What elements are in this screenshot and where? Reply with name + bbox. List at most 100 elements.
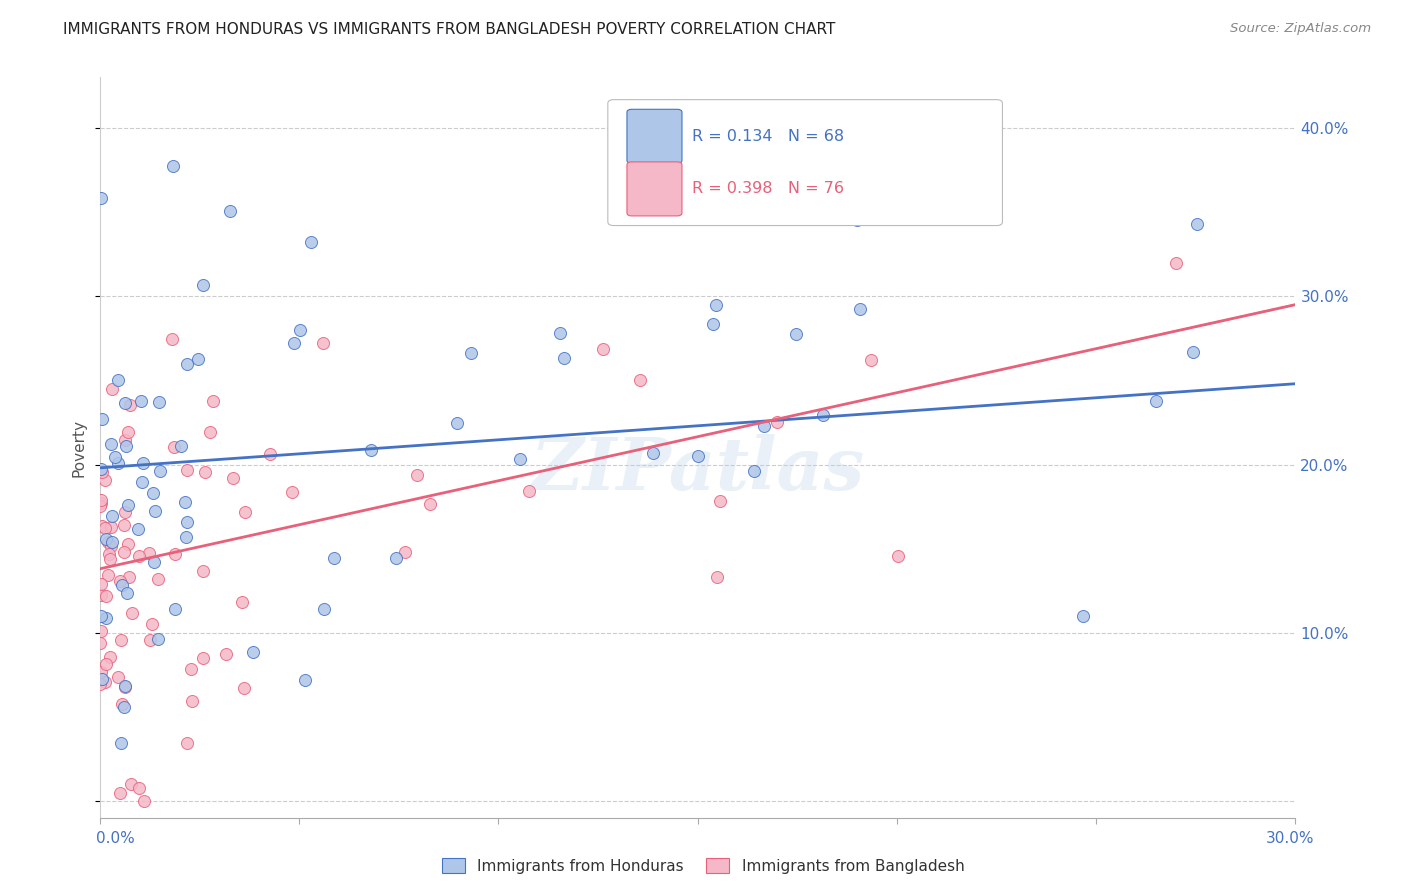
Point	[98, 650, 121, 665]
Point	[114, 699, 136, 714]
Point	[180, 694, 202, 708]
Point	[766, 163, 789, 178]
Point	[322, 550, 344, 565]
Point	[143, 504, 166, 518]
Point	[142, 486, 165, 500]
Point	[785, 327, 807, 342]
Point	[114, 679, 136, 693]
Point	[314, 602, 336, 616]
Point	[176, 736, 198, 750]
Point	[89, 636, 111, 650]
Point	[94, 589, 117, 603]
Point	[860, 352, 883, 367]
Point	[194, 465, 217, 479]
Point	[446, 417, 468, 431]
Point	[165, 547, 187, 561]
Text: Source: ZipAtlas.com: Source: ZipAtlas.com	[1230, 22, 1371, 36]
Point	[90, 411, 112, 425]
Point	[517, 483, 540, 498]
Point	[259, 447, 281, 461]
Point	[706, 196, 728, 211]
Legend: Immigrants from Honduras, Immigrants from Bangladesh: Immigrants from Honduras, Immigrants fro…	[436, 852, 970, 880]
Point	[460, 346, 482, 360]
Point	[114, 396, 136, 410]
Point	[702, 317, 724, 331]
Point	[553, 351, 575, 365]
Point	[146, 572, 169, 586]
Point	[94, 521, 117, 535]
Point	[283, 336, 305, 351]
Point	[142, 555, 165, 569]
Point	[706, 570, 728, 584]
Point	[1181, 344, 1204, 359]
Point	[127, 522, 149, 536]
Point	[110, 632, 132, 647]
Point	[360, 442, 382, 457]
Point	[107, 374, 129, 388]
Point	[111, 578, 134, 592]
Point	[91, 673, 114, 687]
Text: R = 0.134   N = 68: R = 0.134 N = 68	[692, 128, 844, 144]
Point	[121, 606, 143, 620]
Point	[688, 449, 710, 463]
Point	[160, 332, 183, 346]
Point	[813, 408, 835, 422]
Point	[112, 545, 135, 559]
Point	[115, 439, 138, 453]
Point	[94, 473, 117, 487]
Point	[176, 516, 198, 530]
Point	[114, 505, 136, 519]
Point	[288, 323, 311, 337]
Point	[90, 665, 112, 679]
Point	[110, 735, 132, 749]
Point	[406, 468, 429, 483]
Point	[90, 609, 112, 624]
Point	[742, 464, 765, 478]
Point	[162, 159, 184, 173]
Point	[138, 546, 160, 560]
Point	[846, 213, 869, 227]
Point	[312, 336, 335, 351]
Point	[846, 104, 869, 119]
Point	[100, 382, 122, 396]
Point	[90, 493, 112, 508]
Point	[592, 342, 614, 356]
Point	[89, 191, 111, 205]
Point	[1071, 609, 1094, 624]
Point	[89, 588, 111, 602]
Point	[198, 425, 221, 439]
Point	[107, 670, 129, 684]
Point	[146, 632, 169, 647]
Point	[394, 544, 416, 558]
Point	[242, 645, 264, 659]
Point	[114, 433, 136, 447]
Point	[643, 445, 665, 459]
Point	[100, 520, 122, 534]
Point	[117, 586, 139, 600]
Point	[294, 673, 316, 687]
Point	[215, 647, 238, 661]
Point	[98, 547, 121, 561]
Point	[709, 494, 731, 508]
Y-axis label: Poverty: Poverty	[72, 418, 86, 476]
Point	[96, 657, 118, 671]
Point	[139, 632, 162, 647]
Point	[94, 675, 117, 690]
Text: ZIPatlas: ZIPatlas	[530, 434, 865, 506]
Point	[134, 794, 156, 808]
Point	[170, 439, 193, 453]
Point	[281, 485, 304, 500]
Point	[176, 463, 198, 477]
Point	[222, 471, 245, 485]
Point	[96, 535, 118, 549]
Point	[91, 465, 114, 479]
FancyBboxPatch shape	[627, 110, 682, 163]
Point	[114, 680, 136, 694]
Text: IMMIGRANTS FROM HONDURAS VS IMMIGRANTS FROM BANGLADESH POVERTY CORRELATION CHART: IMMIGRANTS FROM HONDURAS VS IMMIGRANTS F…	[63, 22, 835, 37]
Text: R = 0.398   N = 76: R = 0.398 N = 76	[692, 181, 844, 196]
Point	[132, 456, 155, 470]
Point	[111, 697, 134, 711]
Point	[887, 549, 910, 563]
Point	[120, 398, 142, 412]
Point	[149, 464, 172, 478]
